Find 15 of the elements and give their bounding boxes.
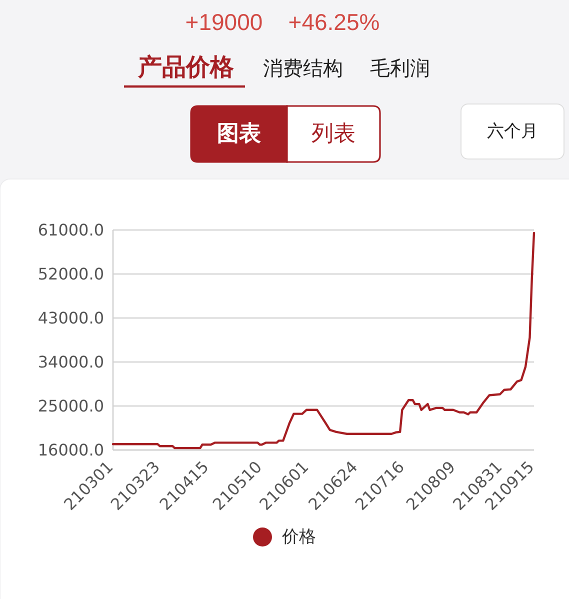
y-tick-label: 25000.0 [38, 396, 104, 416]
button-label: 列表 [312, 122, 356, 146]
button-label: 六个月 [487, 122, 538, 142]
legend-label: 价格 [282, 527, 316, 547]
y-tick-label: 34000.0 [38, 352, 104, 372]
y-tick-label: 61000.0 [38, 220, 104, 240]
tab-label: 产品价格 [138, 53, 234, 81]
y-tick-label: 16000.0 [38, 440, 104, 460]
y-tick-label: 43000.0 [38, 308, 104, 328]
tab-label: 消费结构 [263, 56, 343, 80]
button-label: 图表 [217, 122, 261, 146]
tab-label: 毛利润 [370, 56, 430, 80]
annotation: +19000 [185, 9, 263, 35]
annotation: +46.25% [288, 9, 380, 35]
y-tick-label: 52000.0 [38, 264, 104, 284]
